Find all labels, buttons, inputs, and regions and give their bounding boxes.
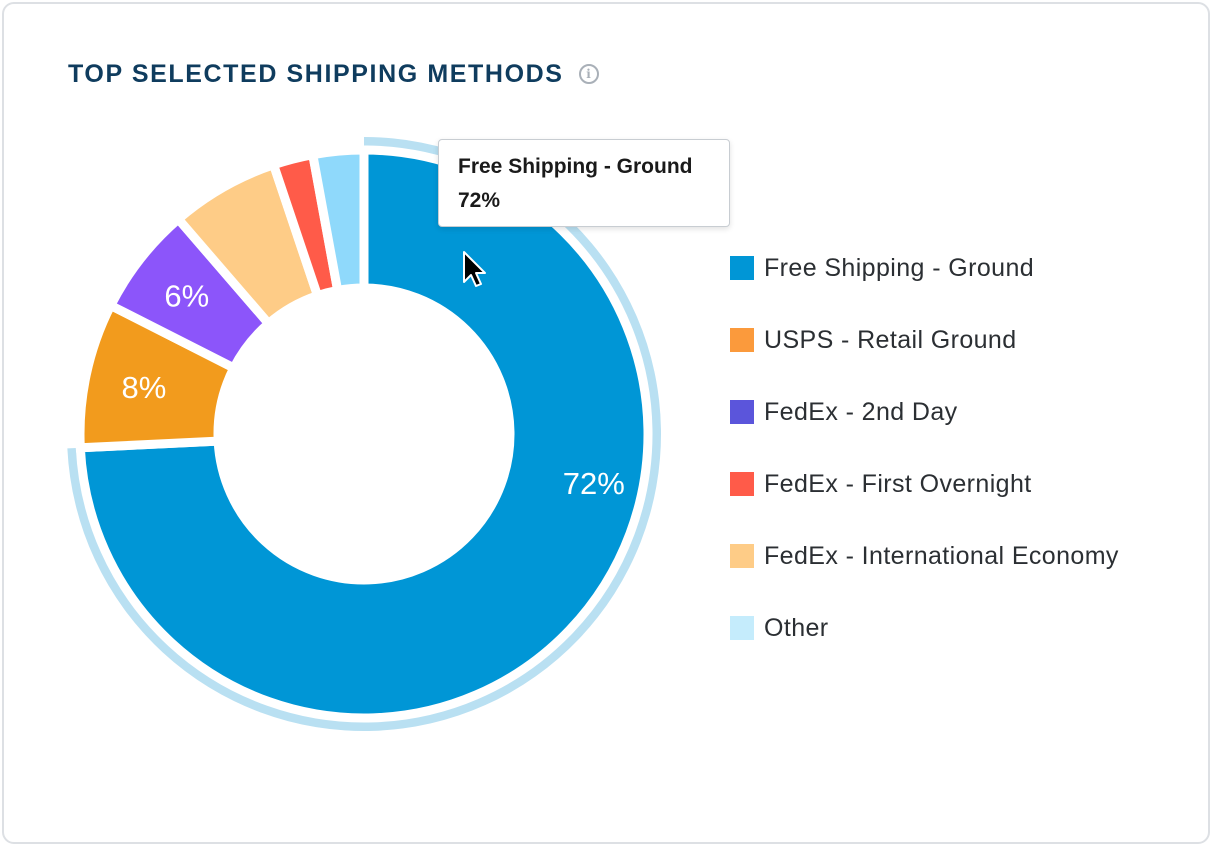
- tooltip-series-name: Free Shipping - Ground: [458, 155, 693, 178]
- slice-label-usps-retail-ground: 8%: [122, 370, 167, 405]
- legend-item-fedex-international-economy[interactable]: FedEx - International Economy: [730, 520, 1119, 592]
- chart-legend: Free Shipping - Ground USPS - Retail Grou…: [730, 232, 1119, 664]
- slice-label-fedex-2nd-day: 6%: [164, 278, 209, 313]
- legend-item-usps-retail-ground[interactable]: USPS - Retail Ground: [730, 304, 1119, 376]
- legend-swatch: [730, 328, 754, 352]
- legend-label: FedEx - First Overnight: [764, 469, 1032, 498]
- legend-swatch: [730, 256, 754, 280]
- slice-label-free-shipping-ground: 72%: [563, 466, 625, 501]
- legend-swatch: [730, 544, 754, 568]
- chart-tooltip: Free Shipping - Ground 72%: [438, 139, 730, 227]
- legend-label: Other: [764, 613, 829, 642]
- info-icon[interactable]: i: [578, 64, 599, 84]
- legend-label: FedEx - 2nd Day: [764, 397, 958, 426]
- legend-item-fedex-first-overnight[interactable]: FedEx - First Overnight: [730, 448, 1119, 520]
- chart-title: TOP SELECTED SHIPPING METHODS: [68, 60, 564, 88]
- donut-chart: 72% 8% 6%: [67, 137, 661, 731]
- card-header: TOP SELECTED SHIPPING METHODS i: [68, 59, 599, 89]
- donut-slice-other[interactable]: [307, 145, 369, 296]
- legend-swatch: [730, 400, 754, 424]
- legend-label: FedEx - International Economy: [764, 541, 1119, 570]
- legend-swatch: [730, 616, 754, 640]
- mouse-pointer-icon: [463, 251, 486, 287]
- legend-label: USPS - Retail Ground: [764, 325, 1017, 354]
- donut-slice-free-shipping-ground[interactable]: [75, 145, 653, 723]
- legend-item-free-shipping-ground[interactable]: Free Shipping - Ground: [730, 232, 1119, 304]
- legend-swatch: [730, 472, 754, 496]
- legend-item-fedex-2nd-day[interactable]: FedEx - 2nd Day: [730, 376, 1119, 448]
- tooltip-series-value: 72%: [458, 189, 501, 212]
- legend-label: Free Shipping - Ground: [764, 253, 1035, 282]
- legend-item-other[interactable]: Other: [730, 592, 1119, 664]
